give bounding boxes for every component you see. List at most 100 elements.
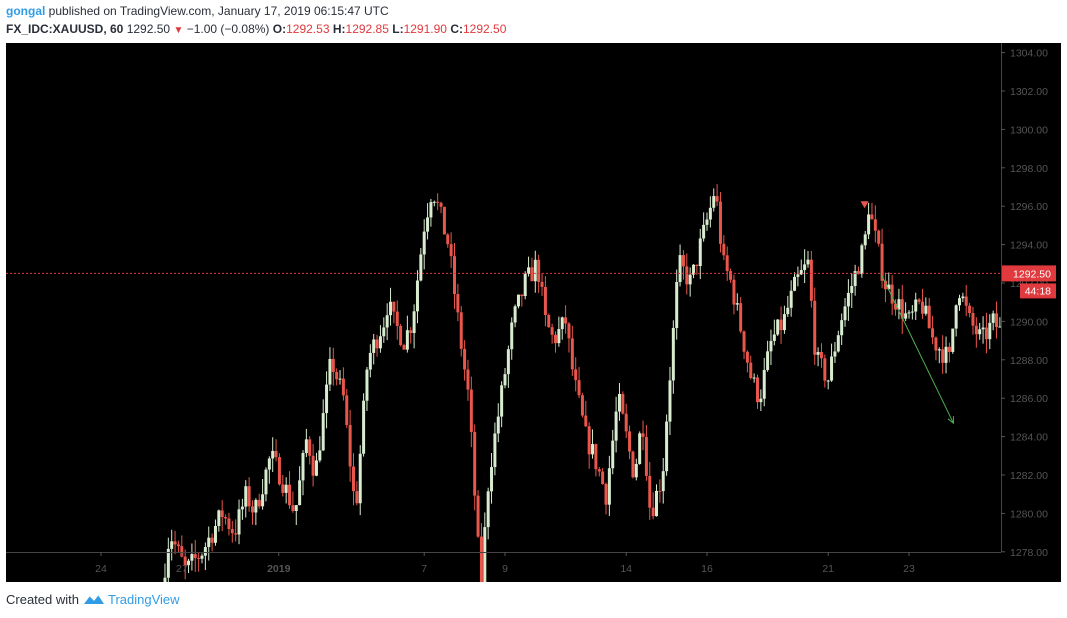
candle-body-129: [597, 469, 601, 472]
candle-body-152: [675, 282, 679, 328]
candle-body-241: [974, 325, 978, 335]
candle-body-160: [702, 224, 706, 239]
author-link[interactable]: gongal: [6, 4, 46, 18]
candle-body-63: [375, 339, 379, 349]
candle-body-179: [766, 351, 770, 370]
candle-body-7: [187, 560, 191, 566]
candle-body-15: [213, 525, 217, 543]
candle-body-230: [937, 349, 941, 351]
time-tick-label-1: 27: [176, 563, 188, 575]
price-axis[interactable]: 1278.00 1280.00 1282.00 1284.00 1286.00 1288.…: [1001, 43, 1061, 582]
candle-body-46: [318, 450, 322, 461]
price-chart[interactable]: 1278.00 1280.00 1282.00 1284.00 1286.00 1288.…: [6, 43, 1067, 597]
candle-body-151: [671, 327, 675, 381]
candle-body-25: [247, 486, 251, 507]
candle-body-28: [257, 499, 261, 507]
candle-body-58: [358, 453, 362, 504]
candle-body-246: [991, 313, 995, 323]
candle-body-95: [483, 527, 487, 585]
candle-body-215: [887, 284, 891, 290]
candle-body-99: [496, 416, 500, 434]
candle-body-84: [446, 234, 450, 245]
candle-body-201: [840, 320, 844, 336]
candle-body-159: [698, 238, 702, 267]
candle-body-39: [294, 505, 298, 511]
candle-body-176: [756, 377, 759, 403]
candle-body-197: [826, 380, 830, 382]
candle-body-121: [570, 338, 574, 370]
candle-body-219: [900, 299, 904, 319]
close-label: C:: [450, 22, 463, 36]
candle-body-88: [459, 312, 463, 349]
candle-body-22: [237, 509, 241, 535]
candle-body-141: [638, 433, 642, 464]
current-price-badge: [1002, 265, 1056, 282]
candle-body-169: [732, 279, 736, 305]
candle-body-210: [870, 214, 874, 220]
candle-body-235: [954, 305, 958, 329]
candle-body-213: [880, 243, 884, 281]
candle-body-125: [584, 415, 588, 427]
candle-body-227: [927, 305, 931, 329]
publish-text: published on TradingView.com, January 17…: [48, 4, 389, 18]
candle-body-111: [537, 259, 541, 282]
candle-body-247: [995, 313, 999, 328]
green-trend-arrow-line[interactable]: [880, 273, 954, 424]
chart-canvas[interactable]: 1278.00 1280.00 1282.00 1284.00 1286.00 1288.…: [6, 43, 1067, 597]
candle-body-68: [392, 301, 396, 312]
candle-body-216: [890, 284, 894, 304]
candle-body-26: [251, 506, 254, 513]
candle-body-97: [490, 467, 494, 492]
candle-body-0: [163, 577, 167, 591]
candle-body-72: [405, 330, 409, 350]
price-tick-label-8: 1294.00: [1010, 240, 1048, 252]
candle-body-77: [422, 231, 426, 255]
candle-body-42: [304, 439, 308, 453]
open-value: 1292.53: [286, 22, 330, 36]
candle-body-222: [910, 311, 914, 313]
candle-body-87: [456, 294, 460, 313]
candle-body-170: [735, 303, 739, 305]
candle-body-9: [193, 554, 197, 559]
candle-body-147: [658, 490, 662, 492]
symbol-label[interactable]: FX_IDC:XAUUSD, 60: [6, 22, 124, 36]
candle-body-211: [873, 219, 877, 231]
candle-body-74: [412, 311, 416, 334]
candle-body-188: [796, 274, 800, 277]
candle-body-126: [587, 426, 591, 455]
tradingview-link[interactable]: TradingView: [108, 592, 180, 607]
candle-body-85: [449, 244, 453, 257]
countdown-label: 44:18: [1025, 285, 1051, 297]
candle-body-50: [331, 358, 335, 373]
low-value: 1291.90: [403, 22, 447, 36]
candle-body-144: [648, 475, 652, 508]
price-tick-label-3: 1284.00: [1010, 432, 1048, 444]
candle-body-209: [867, 214, 871, 235]
time-tick-label-0: 24: [95, 563, 107, 575]
candle-body-136: [621, 393, 625, 414]
price-tick-label-13: 1304.00: [1010, 48, 1048, 60]
candle-body-10: [197, 558, 201, 560]
candle-body-122: [574, 369, 578, 381]
candle-body-71: [402, 345, 406, 350]
candle-body-92: [473, 432, 477, 496]
price-tick-label-2: 1282.00: [1010, 470, 1048, 482]
candle-body-212: [877, 230, 881, 244]
candle-body-181: [772, 334, 776, 341]
candle-body-193: [813, 300, 817, 355]
tradingview-logo-icon: [83, 594, 104, 604]
candle-body-73: [409, 330, 413, 334]
price-labels: 1292.50 44:18: [1002, 265, 1056, 299]
candle-body-57: [355, 491, 359, 504]
price-tick-label-4: 1286.00: [1010, 393, 1048, 405]
candle-body-171: [739, 303, 743, 332]
candle-body-80: [432, 201, 436, 203]
candle-body-192: [809, 259, 813, 301]
candle-body-3: [173, 541, 177, 545]
candle-body-61: [368, 352, 372, 370]
candle-body-187: [793, 276, 797, 291]
time-axis[interactable]: 24 27 2019 7 9 14 16 21 23: [6, 552, 1001, 575]
candle-body-89: [463, 348, 467, 370]
green-arrow-head-icon: [947, 416, 954, 425]
chart-background: [6, 43, 1061, 582]
